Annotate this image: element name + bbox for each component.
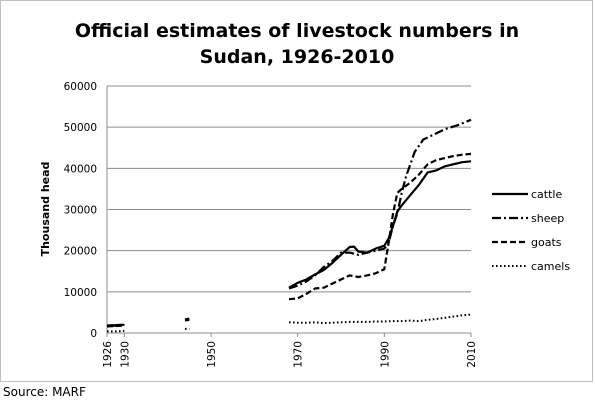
y-tick-label-60000: 60000	[64, 81, 97, 93]
series-line-camels-segment-0	[107, 329, 125, 333]
series-line-goats-segment-1	[184, 318, 190, 322]
chart-frame	[0, 0, 593, 382]
x-tick-label-1930: 1930	[119, 341, 131, 368]
source-note: Source: MARF	[3, 385, 86, 399]
x-tick-label-2010: 2010	[466, 341, 478, 368]
y-tick-label-10000: 10000	[64, 287, 97, 299]
y-tick-label-50000: 50000	[64, 122, 97, 134]
y-tick-label-20000: 20000	[64, 246, 97, 258]
grid-lines	[107, 85, 471, 293]
series-line-cattle-segment-1	[288, 160, 472, 289]
axes: 0 10000 20000 30000 40000 50000 60000 1926 1930 1…	[64, 81, 478, 368]
y-axis-label: Thousand head	[39, 162, 52, 257]
series-line-goats-segment-2	[288, 152, 472, 301]
legend-label-goats: goats	[531, 236, 562, 249]
series-line-sheep-segment-1	[184, 317, 190, 321]
chart-title-line-1: Official estimates of livestock numbers …	[75, 20, 519, 42]
legend: cattle sheep goats camels	[492, 188, 570, 273]
x-tick-label-1926: 1926	[102, 341, 114, 368]
legend-label-camels: camels	[531, 260, 570, 273]
series-line-sheep-segment-2	[288, 118, 472, 290]
legend-label-cattle: cattle	[531, 188, 562, 201]
chart-title-line-2: Sudan, 1926-2010	[200, 46, 395, 68]
y-tick-label-30000: 30000	[64, 205, 97, 217]
y-tick-label-0: 0	[90, 328, 97, 340]
y-tick-label-40000: 40000	[64, 163, 97, 175]
legend-label-sheep: sheep	[531, 212, 564, 225]
x-tick-label-1970: 1970	[293, 341, 305, 368]
x-tick-label-1990: 1990	[379, 341, 391, 368]
series-line-camels-segment-2	[288, 313, 472, 325]
series-line-goats-segment-0	[106, 324, 125, 328]
chart-svg: Official estimates of livestock numbers …	[39, 20, 570, 368]
x-tick-label-1950: 1950	[206, 341, 218, 368]
series-lines	[106, 118, 472, 333]
